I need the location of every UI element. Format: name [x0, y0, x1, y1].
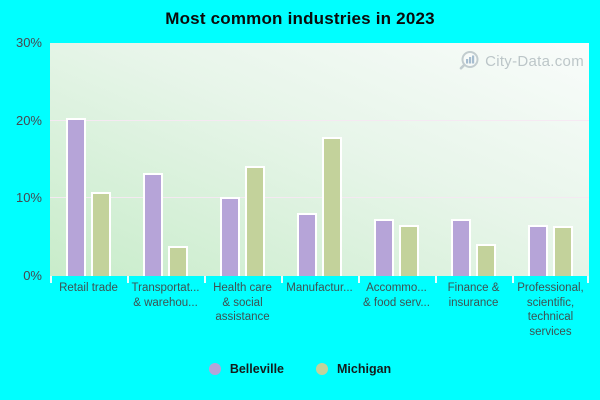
legend: Belleville Michigan [0, 362, 600, 376]
bar-belleville-4 [297, 213, 317, 276]
bar-belleville-3 [220, 196, 240, 276]
y-axis-label-0pct: 0% [23, 268, 42, 283]
x-axis-tick-0 [50, 276, 52, 283]
legend-label-michigan: Michigan [337, 362, 392, 376]
category-label-1: Retail trade [59, 282, 118, 294]
magnifier-bar-chart-icon [459, 51, 479, 70]
watermark: City-Data.com [459, 50, 584, 73]
bar-belleville-6 [451, 218, 471, 276]
bar-michigan-2 [168, 245, 188, 276]
bar-michigan-1 [91, 192, 111, 276]
legend-marker-michigan [316, 363, 329, 375]
x-axis-tick-3 [281, 276, 283, 283]
bar-group-6 [435, 43, 512, 276]
bar-michigan-7 [553, 226, 573, 276]
gridline-20 [50, 119, 589, 121]
y-axis-label-30pct: 30% [15, 35, 42, 50]
category-label-3: Health care & social assistance [213, 282, 272, 324]
bar-group-4 [281, 43, 358, 276]
x-axis-labels: Retail trade Transportat... & warehou... H… [50, 281, 589, 340]
bar-michigan-5 [399, 224, 419, 276]
y-axis: 30% 20% 10% 0% [0, 35, 42, 283]
legend-marker-belleville [208, 363, 221, 375]
x-axis-tick-7 [587, 276, 589, 283]
bar-belleville-7 [528, 224, 548, 276]
bar-group-3 [204, 43, 281, 276]
bar-belleville-2 [143, 173, 163, 276]
bar-michigan-3 [245, 165, 265, 276]
category-label-4: Manufactur... [286, 282, 353, 294]
category-label-2: Transportat... & warehou... [131, 282, 200, 309]
x-axis-tick-1 [127, 276, 129, 283]
plot-area: City-Data.com [50, 43, 589, 276]
bar-michigan-4 [322, 136, 342, 276]
y-axis-label-10pct: 10% [15, 190, 42, 206]
gridline-10 [50, 197, 589, 199]
x-axis-tick-2 [204, 276, 206, 283]
bar-belleville-1 [66, 118, 86, 276]
x-axis-tick-5 [435, 276, 437, 283]
legend-item-belleville: Belleville [208, 362, 285, 376]
page-title: Most common industries in 2023 [165, 9, 435, 28]
bar-group-2 [127, 43, 204, 276]
x-axis-tick-6 [512, 276, 514, 283]
legend-item-michigan: Michigan [316, 362, 391, 376]
bar-michigan-6 [476, 244, 496, 276]
category-label-6: Finance & insurance [447, 282, 500, 309]
bar-belleville-5 [374, 219, 394, 276]
category-label-5: Accommo... & food serv... [363, 282, 430, 309]
bar-group-1 [50, 43, 127, 276]
x-axis-ticks [50, 276, 589, 284]
x-axis-tick-4 [358, 276, 360, 283]
y-axis-label-20pct: 20% [15, 112, 42, 128]
legend-label-belleville: Belleville [229, 362, 285, 376]
bar-group-5 [358, 43, 435, 276]
bar-group-7 [512, 43, 589, 276]
watermark-text: City-Data.com [485, 53, 584, 70]
category-label-7: Professional, scientific, technical serv… [517, 282, 584, 339]
